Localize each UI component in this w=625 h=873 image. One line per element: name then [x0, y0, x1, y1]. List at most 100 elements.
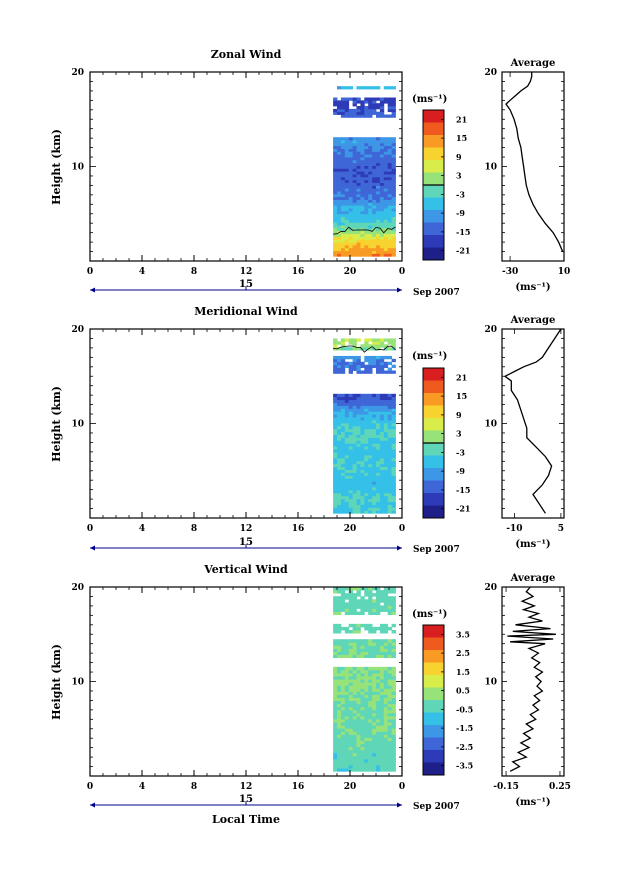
heatmap-cell: [379, 669, 385, 674]
heatmap-cell: [372, 501, 377, 505]
heatmap-cell: [356, 205, 361, 209]
heatmap-cell: [340, 422, 346, 427]
heatmap-cell: [364, 446, 369, 450]
heatmap-cell: [391, 715, 396, 720]
heatmap-cell: [383, 682, 389, 686]
heatmap-cell: [376, 405, 381, 409]
heatmap-cell: [348, 114, 353, 118]
heatmap-cell: [368, 216, 373, 220]
heatmap-cell: [348, 222, 353, 226]
heatmap-cell: [387, 466, 392, 470]
heatmap-cell: [340, 626, 346, 631]
heatmap-cell: [376, 487, 381, 491]
heatmap-cell: [356, 244, 361, 249]
heatmap-cell: [368, 737, 373, 741]
heatmap-cell: [387, 168, 392, 172]
heatmap-cell: [356, 666, 361, 671]
heatmap-cell: [356, 590, 361, 594]
heatmap-cell: [360, 108, 365, 113]
heatmap-cell: [356, 651, 361, 655]
heatmap-cell: [372, 414, 377, 418]
heatmap-cell: [348, 691, 353, 695]
heatmap-cell: [344, 611, 350, 616]
heatmap-cell: [372, 233, 377, 237]
heatmap-cell: [337, 236, 342, 240]
heatmap-cell: [379, 697, 385, 702]
heatmap-cell: [344, 148, 350, 152]
heatmap-cell: [333, 199, 338, 203]
heatmap-cell: [376, 341, 381, 345]
heatmap-cell: [340, 205, 346, 209]
heatmap-cell: [364, 145, 369, 149]
heatmap-cell: [391, 758, 396, 763]
heatmap-cell: [344, 706, 350, 711]
heatmap-cell: [344, 338, 350, 342]
heatmap-cell: [383, 431, 389, 435]
heatmap-cell: [344, 225, 350, 229]
heatmap-cell: [379, 466, 385, 470]
heatmap-cell: [387, 712, 392, 717]
heatmap-cell: [340, 455, 346, 459]
heatmap-cell: [360, 250, 365, 254]
heatmap-cell: [379, 478, 385, 482]
heatmap-cell: [340, 676, 346, 680]
heatmap-cell: [391, 196, 396, 200]
heatmap-cell: [391, 457, 396, 462]
heatmap-cell: [333, 414, 338, 418]
heatmap-cell: [372, 463, 377, 468]
heatmap-cell: [340, 475, 346, 479]
heatmap-cell: [348, 590, 353, 594]
heatmap-cell: [376, 639, 381, 643]
heatmap-cell: [379, 596, 385, 600]
heatmap-cell: [383, 405, 389, 409]
heatmap-cell: [383, 768, 389, 772]
heatmap-cell: [348, 673, 353, 677]
heatmap-cell: [364, 489, 369, 494]
heatmap-cell: [333, 605, 338, 609]
heatmap-cell: [383, 746, 389, 751]
heatmap-cell: [376, 185, 381, 189]
average-x-tick-label: -30: [502, 267, 518, 277]
heatmap-cell: [352, 639, 357, 643]
heatmap-cell: [368, 457, 373, 462]
heatmap-cell: [360, 114, 365, 118]
heatmap-cell: [356, 719, 361, 723]
heatmap-cell: [376, 715, 381, 720]
heatmap-cell: [391, 347, 396, 351]
heatmap-cell: [356, 694, 361, 698]
heatmap-cell: [360, 405, 365, 409]
heatmap-cell: [364, 463, 369, 468]
heatmap-cell: [333, 242, 338, 246]
heatmap-cell: [383, 208, 389, 212]
heatmap-cell: [333, 639, 338, 643]
heatmap-cell: [391, 399, 396, 403]
heatmap-cell: [368, 460, 373, 465]
heatmap-cell: [364, 460, 369, 465]
heatmap-cell: [391, 768, 396, 772]
heatmap-cell: [368, 703, 373, 708]
heatmap-cell: [352, 469, 357, 473]
heatmap-cell: [379, 185, 385, 189]
heatmap-cell: [368, 239, 373, 243]
heatmap-cell: [333, 162, 338, 166]
heatmap-cell: [379, 361, 385, 366]
heatmap-cell: [348, 355, 353, 360]
heatmap-cell: [337, 587, 342, 591]
heatmap-cell: [376, 654, 381, 659]
heatmap-cell: [372, 602, 377, 606]
heatmap-cell: [348, 428, 353, 433]
heatmap-cell: [364, 654, 369, 659]
colorbar-swatch: [423, 185, 444, 198]
heatmap-cell: [344, 157, 350, 161]
heatmap-cell: [360, 216, 365, 220]
heatmap-cell: [337, 402, 342, 406]
heatmap-cell: [364, 703, 369, 708]
heatmap-cell: [376, 466, 381, 470]
heatmap-cell: [376, 685, 381, 689]
heatmap-cell: [387, 481, 392, 485]
heatmap-cell: [337, 233, 342, 237]
heatmap-cell: [356, 145, 361, 149]
heatmap-cell: [340, 498, 346, 503]
heatmap-cell: [379, 590, 385, 594]
